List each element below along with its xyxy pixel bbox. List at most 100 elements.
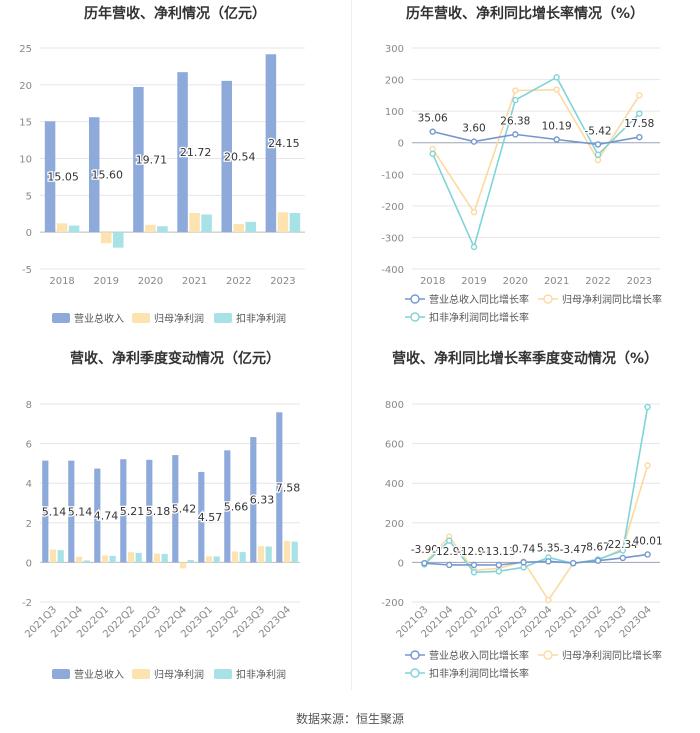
- legend-label: 归母净利润: [154, 668, 204, 681]
- bar-net-profit: [189, 213, 200, 233]
- data-label: 5.35: [537, 542, 560, 554]
- bar-net-profit: [49, 549, 57, 563]
- bar-deducted-profit: [265, 546, 272, 563]
- bar-net-profit: [100, 232, 112, 244]
- data-label: -12.91: [457, 546, 491, 558]
- data-label: 5.14: [68, 506, 93, 519]
- y-tick-label: -300: [381, 233, 404, 244]
- x-tick-label: 2022: [226, 276, 251, 287]
- data-label: 15.60: [92, 169, 124, 182]
- y-tick-label: 4: [26, 479, 32, 490]
- bar-net-profit: [205, 556, 213, 563]
- series-line-net-profit: [431, 88, 641, 214]
- bar-deducted-profit: [213, 556, 220, 563]
- series-point: [569, 559, 577, 567]
- quarterly-growth-chart: 营收、净利同比增长率季度变动情况（%）-20002004006008002021…: [381, 350, 664, 680]
- y-tick-label: -200: [381, 202, 404, 213]
- data-label: 4.74: [94, 509, 119, 522]
- data-label: 5.18: [146, 505, 171, 518]
- x-tick-label: 2020: [138, 276, 163, 287]
- bar-revenue: [198, 471, 205, 563]
- bar-net-profit: [101, 555, 109, 563]
- data-label: -5.42: [584, 125, 611, 137]
- bar-net-profit: [179, 562, 187, 569]
- bar-net-profit: [231, 551, 239, 563]
- series-point: [512, 131, 519, 138]
- legend-label: 营业总收入同比增长率: [429, 293, 529, 306]
- bar-revenue: [44, 121, 56, 233]
- data-label: 5.66: [224, 500, 249, 513]
- bar-net-profit: [153, 553, 161, 563]
- data-label: 10.19: [542, 120, 572, 132]
- y-tick-label: 0: [398, 139, 404, 150]
- y-tick-label: 15: [19, 118, 32, 129]
- bar-net-profit: [127, 552, 135, 563]
- x-tick-label: 2018: [49, 276, 74, 287]
- legend-swatch: [214, 313, 232, 323]
- bar-revenue: [276, 412, 283, 563]
- bar-deducted-profit: [57, 550, 64, 563]
- bar-revenue: [42, 460, 49, 563]
- y-tick-label: 200: [385, 76, 404, 87]
- series-point: [512, 96, 519, 104]
- series-point: [644, 462, 651, 469]
- series-point: [512, 87, 519, 94]
- y-tick-label: 100: [385, 107, 404, 118]
- data-label: 15.05: [47, 171, 79, 184]
- bar-revenue: [94, 468, 101, 563]
- data-label: 6.33: [250, 494, 275, 507]
- data-label: -13.13: [482, 546, 516, 558]
- series-line-revenue: [424, 553, 648, 566]
- x-tick-label: 2021: [182, 276, 207, 287]
- y-tick-label: 200: [385, 519, 404, 530]
- bar-deducted-profit: [68, 225, 80, 233]
- series-point: [445, 561, 453, 569]
- legend-swatch: [132, 669, 150, 679]
- annual-amount-chart: 历年营收、净利情况（亿元） -5 0 5 10 15 20 25 2018 2019 2020 202…: [19, 5, 305, 325]
- legend-label: 归母净利润: [154, 312, 204, 325]
- annual-growth-chart: 历年营收、净利同比增长率情况（%） -400 -300 -200 -100 0 100 200…: [381, 5, 662, 324]
- series-point: [619, 554, 626, 562]
- chart-title: 历年营收、净利同比增长率情况（%）: [406, 5, 644, 22]
- data-label: 24.15: [268, 137, 300, 150]
- data-label: -3.90: [411, 544, 438, 556]
- y-tick-label: 600: [385, 440, 404, 451]
- chart-title: 营收、净利同比增长率季度变动情况（%）: [392, 350, 658, 367]
- bar-revenue: [250, 437, 257, 563]
- bar-revenue: [177, 72, 188, 233]
- x-tick-label: 2022: [585, 276, 610, 287]
- bar-revenue: [120, 459, 127, 563]
- y-tick-label: 400: [385, 479, 404, 490]
- y-tick-label: 6: [26, 440, 32, 451]
- bar-deducted-profit: [109, 555, 116, 563]
- y-tick-label: 0: [398, 558, 404, 569]
- legend-marker: [410, 312, 420, 322]
- data-label: 7.58: [276, 481, 301, 494]
- series-point: [636, 133, 643, 141]
- data-label: 5.21: [120, 505, 145, 518]
- legend-label: 营业总收入同比增长率: [429, 649, 529, 662]
- series-point: [445, 537, 453, 544]
- y-tick-label: 0: [26, 558, 32, 569]
- y-tick-label: -2: [22, 598, 32, 609]
- series-point: [619, 547, 626, 554]
- data-label: 22.34: [608, 539, 638, 551]
- panel-divider: [351, 0, 352, 690]
- y-tick-label: 300: [385, 44, 404, 55]
- x-tick-label: 2023: [270, 276, 295, 287]
- legend-marker: [410, 650, 420, 660]
- x-tick-label: 2018: [420, 276, 445, 287]
- data-label: -12.93: [432, 546, 466, 558]
- series-point: [470, 243, 478, 251]
- series-line-net-profit: [423, 465, 649, 602]
- y-tick-label: 8: [26, 400, 32, 411]
- data-label: 0.74: [512, 543, 536, 555]
- data-label: 26.38: [500, 115, 530, 127]
- bar-net-profit: [56, 223, 68, 233]
- legend-swatch: [52, 669, 70, 679]
- bar-deducted-profit: [187, 560, 194, 563]
- series-point: [470, 569, 478, 576]
- legend-label: 归母净利润同比增长率: [562, 649, 662, 662]
- y-tick-label: 5: [26, 191, 32, 202]
- bar-deducted-profit: [161, 553, 168, 563]
